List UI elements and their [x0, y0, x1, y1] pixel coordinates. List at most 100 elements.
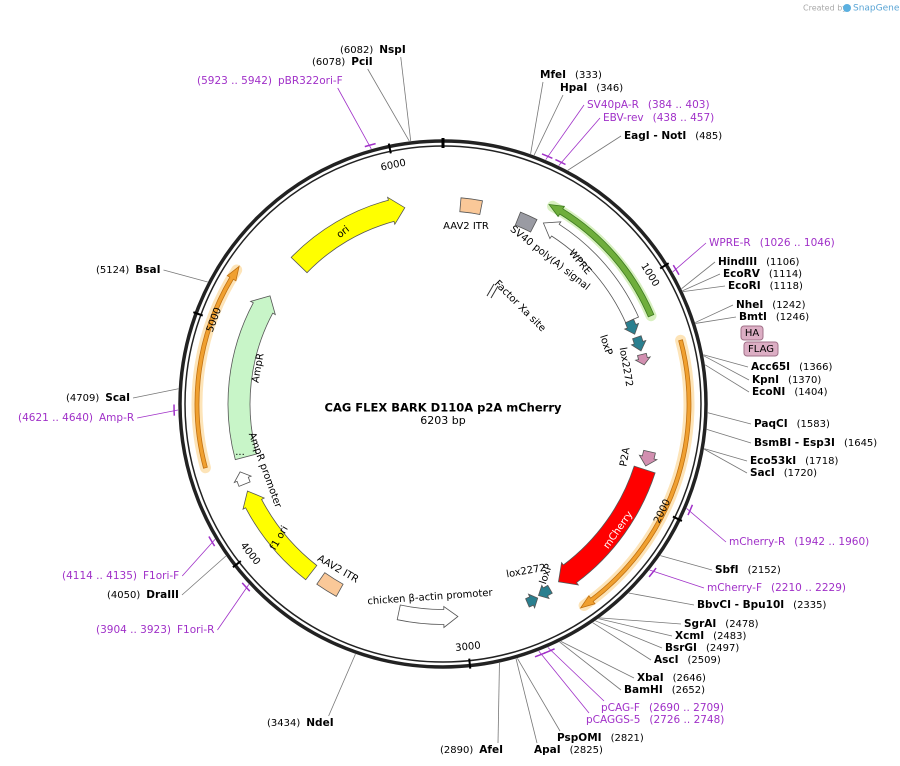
- site-position: (4050): [107, 590, 140, 601]
- site-position: (1720): [784, 468, 817, 479]
- loxp-arrow: [623, 318, 640, 335]
- site-leader: [328, 653, 356, 717]
- logo: [843, 4, 851, 12]
- primer-name: F1ori-F: [143, 570, 179, 582]
- site-position: (1118): [770, 281, 803, 292]
- primer-name: F1ori-R: [177, 624, 214, 636]
- ha-box: [740, 325, 764, 341]
- site-position: (3434): [267, 718, 300, 729]
- plasmid-name: CAG FLEX BARK D110A p2A mCherry: [325, 401, 562, 415]
- feature-label: AAV2 ITR: [443, 221, 489, 232]
- feature-label: P2A: [618, 447, 632, 468]
- mcherry-arrow: [558, 465, 656, 586]
- site-position: (1404): [794, 387, 827, 398]
- site-leader: [367, 68, 410, 142]
- site-name: EagI - NotI: [624, 130, 686, 142]
- site-leader: [533, 94, 564, 156]
- site-leader: [682, 285, 726, 292]
- site-position: (5124): [96, 265, 129, 276]
- site-position: (1242): [772, 300, 805, 311]
- site-position: (1106): [766, 257, 799, 268]
- primer-name: EBV-rev: [603, 112, 644, 124]
- primer-leader: [181, 539, 216, 577]
- primer-range: (3904 .. 3923): [96, 624, 171, 636]
- ruler-tick: [468, 658, 472, 669]
- site-position: (1366): [799, 362, 832, 373]
- site-position: (2825): [570, 745, 603, 756]
- primer-range: (438 .. 457): [653, 112, 715, 124]
- factor-xa-mark: [486, 283, 499, 299]
- ruler-tick: [659, 262, 670, 270]
- site-position: (2497): [706, 643, 739, 654]
- site-position: (2890): [440, 745, 473, 756]
- site-name: BsaI: [135, 264, 160, 276]
- orange-arrow: [579, 339, 692, 609]
- site-position: (2335): [793, 600, 826, 611]
- primer-mark: [672, 264, 680, 276]
- promoter-arrow: [396, 604, 459, 629]
- primer-range: (2210 .. 2229): [771, 582, 846, 594]
- site-position: (1370): [788, 375, 821, 386]
- site-leader: [682, 273, 721, 292]
- site-position: (2478): [725, 619, 758, 630]
- ruler-tick: [387, 143, 392, 154]
- site-leader: [703, 355, 750, 381]
- site-name: EcoNI: [752, 386, 785, 398]
- feature-label: ...: [235, 447, 245, 458]
- site-leader: [559, 641, 622, 691]
- site-leader: [704, 448, 748, 462]
- primer-leader: [649, 569, 705, 589]
- primer-leader: [217, 584, 250, 631]
- site-name: BamHI: [624, 684, 663, 696]
- primer-name: pCAG-F: [601, 702, 640, 714]
- feature-label: loxP: [597, 334, 614, 357]
- primer-name: SV40pA-R: [587, 99, 639, 111]
- site-leader: [703, 354, 749, 368]
- site-leader: [628, 592, 695, 606]
- site-name: PspOMI: [557, 732, 602, 744]
- credit: Created by: [803, 4, 847, 13]
- site-name: BsrGI: [665, 642, 697, 654]
- site-leader: [592, 622, 652, 661]
- site-position: (1718): [805, 456, 838, 467]
- feature-label: AmpR: [250, 352, 266, 383]
- site-name: BbvCI - Bpu10I: [697, 599, 784, 611]
- primer-mark: [241, 582, 251, 592]
- primer-leader: [545, 104, 585, 160]
- ampr-promoter-arrow: [233, 471, 253, 487]
- site-name: HindIII: [718, 256, 757, 268]
- site-name: BmtI: [739, 311, 767, 323]
- site-name: SacI: [750, 467, 775, 479]
- ruler-label: 1000: [638, 261, 661, 288]
- primer-leader: [672, 242, 707, 273]
- primer-mark: [208, 536, 216, 547]
- feature-label: chicken β-actin promoter: [367, 588, 494, 608]
- primer-leader: [538, 650, 590, 714]
- site-position: (1114): [769, 269, 802, 280]
- primer-range: (2726 .. 2748): [649, 714, 724, 726]
- site-position: (2509): [688, 655, 721, 666]
- site-name: HpaI: [560, 82, 587, 94]
- primer-range: (4114 .. 4135): [62, 570, 137, 582]
- site-name: SgrAI: [684, 618, 716, 630]
- primer-range: (1942 .. 1960): [794, 536, 869, 548]
- site-leader: [599, 617, 682, 625]
- site-name: ApaI: [534, 744, 561, 756]
- primer-leader: [137, 409, 179, 419]
- primer-name: Amp-R: [99, 412, 134, 424]
- site-name: NspI: [379, 44, 405, 56]
- site-leader: [515, 658, 538, 744]
- site-leader: [560, 641, 635, 679]
- aav2-itr-box: [459, 197, 483, 215]
- sv40-box: [514, 211, 538, 233]
- site-leader: [181, 555, 227, 596]
- site-leader: [598, 618, 673, 637]
- site-name: SbfI: [715, 564, 739, 576]
- site-position: (6078): [312, 57, 345, 68]
- site-position: (1583): [797, 419, 830, 430]
- green-arrow: [548, 203, 655, 318]
- site-leader: [530, 81, 544, 154]
- site-name: AscI: [654, 654, 679, 666]
- site-position: (4709): [66, 393, 99, 404]
